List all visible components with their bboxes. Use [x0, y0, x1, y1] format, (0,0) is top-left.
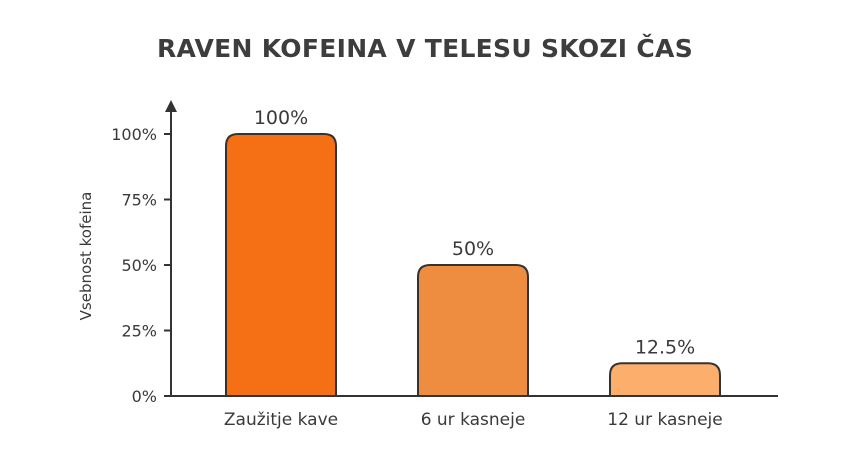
x-category-label: 6 ur kasneje — [421, 410, 526, 430]
y-ticks-layer: 0% 25% 50% 75% 100% — [111, 125, 171, 406]
bar — [225, 133, 337, 397]
bar — [417, 264, 529, 397]
bar-value-label: 50% — [452, 238, 494, 260]
y-tick-label: 50% — [121, 256, 157, 275]
axes-layer — [165, 100, 778, 397]
y-tick-label: 75% — [121, 191, 157, 210]
labels-layer: 100% Zaužitje kave 50% 6 ur kasneje 12.5% 12 … — [224, 107, 723, 430]
y-tick-label: 100% — [111, 125, 157, 144]
bar — [609, 362, 721, 397]
chart-title: RAVEN KOFEINA V TELESU SKOZI ČAS — [156, 34, 694, 63]
bar-value-label: 12.5% — [635, 336, 695, 358]
bar-value-label: 100% — [254, 107, 308, 129]
y-tick-label: 25% — [121, 322, 157, 341]
y-tick-label: 0% — [132, 387, 157, 406]
y-axis-arrow-icon — [165, 100, 177, 112]
y-axis-label: Vsebnost kofeina — [77, 192, 95, 321]
x-category-label: Zaužitje kave — [224, 410, 338, 430]
bars-layer — [225, 133, 721, 397]
x-category-label: 12 ur kasneje — [607, 410, 722, 430]
